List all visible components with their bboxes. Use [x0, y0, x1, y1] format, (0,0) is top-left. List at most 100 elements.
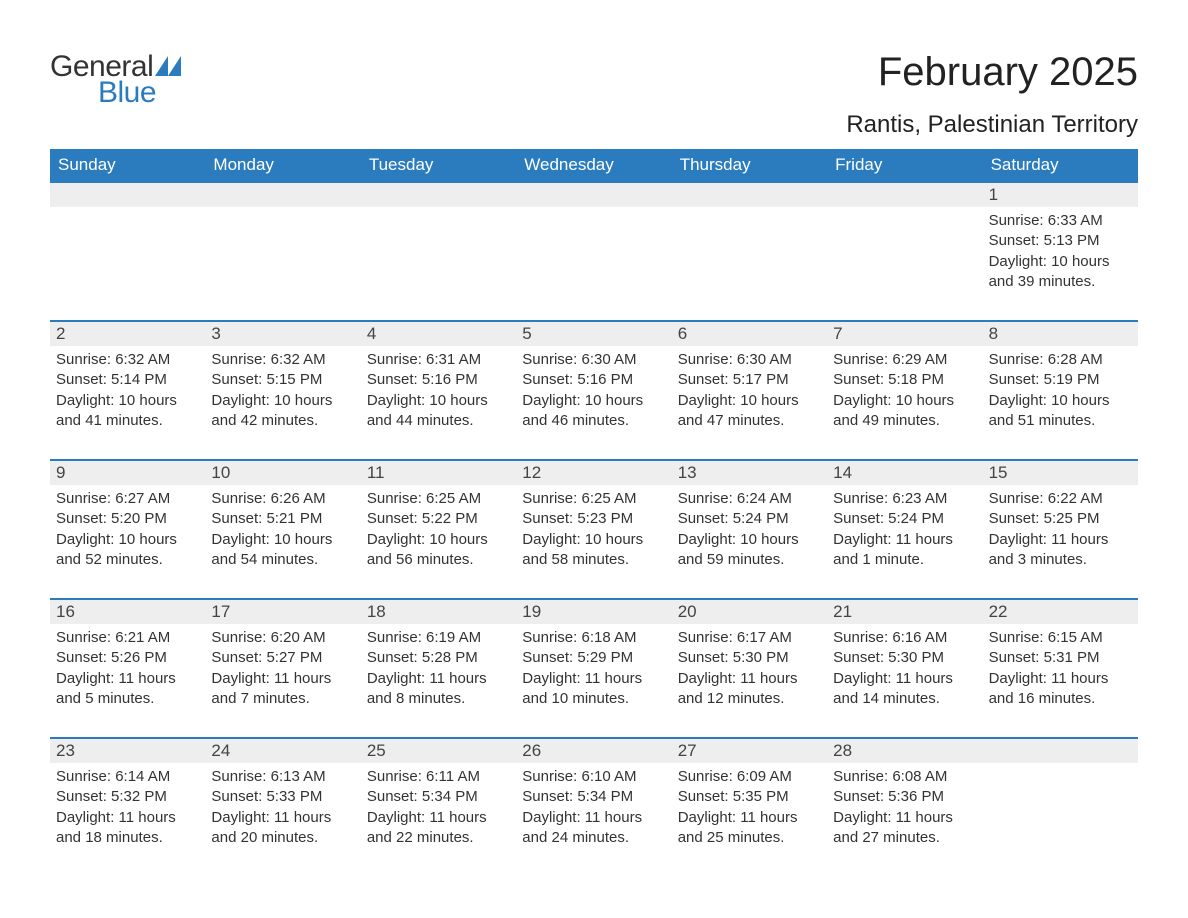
daylight-text: Daylight: 10 hours and 56 minutes.: [367, 530, 510, 571]
daylight-text: Daylight: 10 hours and 52 minutes.: [56, 530, 199, 571]
daylight-text: Daylight: 11 hours and 24 minutes.: [522, 808, 665, 849]
daylight-text: Daylight: 10 hours and 51 minutes.: [989, 391, 1132, 432]
day-body: Sunrise: 6:25 AMSunset: 5:22 PMDaylight:…: [361, 485, 516, 598]
day-body: [672, 207, 827, 320]
daylight-text: Daylight: 10 hours and 41 minutes.: [56, 391, 199, 432]
sunset-text: Sunset: 5:31 PM: [989, 648, 1132, 668]
day-number: 1: [983, 181, 1138, 207]
sunset-text: Sunset: 5:29 PM: [522, 648, 665, 668]
day-number: 7: [827, 320, 982, 346]
sunset-text: Sunset: 5:34 PM: [522, 787, 665, 807]
day-number: [983, 737, 1138, 763]
daylight-text: Daylight: 11 hours and 25 minutes.: [678, 808, 821, 849]
day-number: [827, 181, 982, 207]
sunrise-text: Sunrise: 6:32 AM: [211, 350, 354, 370]
day-body: [361, 207, 516, 320]
sunset-text: Sunset: 5:24 PM: [833, 509, 976, 529]
day-body: [827, 207, 982, 320]
day-body: Sunrise: 6:20 AMSunset: 5:27 PMDaylight:…: [205, 624, 360, 737]
days-of-week-row: Sunday Monday Tuesday Wednesday Thursday…: [50, 149, 1138, 181]
day-number: 6: [672, 320, 827, 346]
week-body-row: Sunrise: 6:21 AMSunset: 5:26 PMDaylight:…: [50, 624, 1138, 737]
daylight-text: Daylight: 11 hours and 16 minutes.: [989, 669, 1132, 710]
sunrise-text: Sunrise: 6:18 AM: [522, 628, 665, 648]
day-body: Sunrise: 6:27 AMSunset: 5:20 PMDaylight:…: [50, 485, 205, 598]
sunrise-text: Sunrise: 6:31 AM: [367, 350, 510, 370]
sunset-text: Sunset: 5:23 PM: [522, 509, 665, 529]
day-number: 19: [516, 598, 671, 624]
day-number: [205, 181, 360, 207]
sunset-text: Sunset: 5:15 PM: [211, 370, 354, 390]
day-body: Sunrise: 6:14 AMSunset: 5:32 PMDaylight:…: [50, 763, 205, 876]
sunset-text: Sunset: 5:32 PM: [56, 787, 199, 807]
sunrise-text: Sunrise: 6:14 AM: [56, 767, 199, 787]
day-number: 22: [983, 598, 1138, 624]
sunset-text: Sunset: 5:17 PM: [678, 370, 821, 390]
day-number: 12: [516, 459, 671, 485]
daylight-text: Daylight: 10 hours and 39 minutes.: [989, 252, 1132, 293]
day-number: 25: [361, 737, 516, 763]
sunset-text: Sunset: 5:19 PM: [989, 370, 1132, 390]
week-body-row: Sunrise: 6:32 AMSunset: 5:14 PMDaylight:…: [50, 346, 1138, 459]
daylight-text: Daylight: 11 hours and 3 minutes.: [989, 530, 1132, 571]
sunrise-text: Sunrise: 6:16 AM: [833, 628, 976, 648]
day-number: 21: [827, 598, 982, 624]
sunset-text: Sunset: 5:14 PM: [56, 370, 199, 390]
header: General Blue February 2025 Rantis, Pales…: [50, 50, 1138, 139]
day-body: Sunrise: 6:30 AMSunset: 5:16 PMDaylight:…: [516, 346, 671, 459]
day-number: 15: [983, 459, 1138, 485]
dow-tuesday: Tuesday: [361, 149, 516, 181]
sunrise-text: Sunrise: 6:10 AM: [522, 767, 665, 787]
sunrise-text: Sunrise: 6:33 AM: [989, 211, 1132, 231]
day-body: Sunrise: 6:32 AMSunset: 5:14 PMDaylight:…: [50, 346, 205, 459]
sunset-text: Sunset: 5:22 PM: [367, 509, 510, 529]
sunset-text: Sunset: 5:18 PM: [833, 370, 976, 390]
day-body: Sunrise: 6:30 AMSunset: 5:17 PMDaylight:…: [672, 346, 827, 459]
sunrise-text: Sunrise: 6:29 AM: [833, 350, 976, 370]
daylight-text: Daylight: 11 hours and 7 minutes.: [211, 669, 354, 710]
day-body: [983, 763, 1138, 876]
week-body-row: Sunrise: 6:33 AMSunset: 5:13 PMDaylight:…: [50, 207, 1138, 320]
day-body: Sunrise: 6:31 AMSunset: 5:16 PMDaylight:…: [361, 346, 516, 459]
day-number: 8: [983, 320, 1138, 346]
day-number: 5: [516, 320, 671, 346]
sunrise-text: Sunrise: 6:30 AM: [522, 350, 665, 370]
sunrise-text: Sunrise: 6:09 AM: [678, 767, 821, 787]
day-body: Sunrise: 6:29 AMSunset: 5:18 PMDaylight:…: [827, 346, 982, 459]
logo: General Blue: [50, 50, 181, 110]
daylight-text: Daylight: 11 hours and 22 minutes.: [367, 808, 510, 849]
day-body: Sunrise: 6:23 AMSunset: 5:24 PMDaylight:…: [827, 485, 982, 598]
sunset-text: Sunset: 5:30 PM: [833, 648, 976, 668]
sunset-text: Sunset: 5:16 PM: [367, 370, 510, 390]
sunset-text: Sunset: 5:16 PM: [522, 370, 665, 390]
day-body: Sunrise: 6:17 AMSunset: 5:30 PMDaylight:…: [672, 624, 827, 737]
daylight-text: Daylight: 11 hours and 20 minutes.: [211, 808, 354, 849]
sunrise-text: Sunrise: 6:22 AM: [989, 489, 1132, 509]
sunset-text: Sunset: 5:30 PM: [678, 648, 821, 668]
dow-wednesday: Wednesday: [516, 149, 671, 181]
sunset-text: Sunset: 5:24 PM: [678, 509, 821, 529]
day-number: 2: [50, 320, 205, 346]
title-block: February 2025 Rantis, Palestinian Territ…: [846, 50, 1138, 139]
daylight-text: Daylight: 10 hours and 54 minutes.: [211, 530, 354, 571]
sunrise-text: Sunrise: 6:24 AM: [678, 489, 821, 509]
sunrise-text: Sunrise: 6:15 AM: [989, 628, 1132, 648]
day-number: 10: [205, 459, 360, 485]
day-number: [50, 181, 205, 207]
sunrise-text: Sunrise: 6:32 AM: [56, 350, 199, 370]
day-number: 27: [672, 737, 827, 763]
sunset-text: Sunset: 5:34 PM: [367, 787, 510, 807]
daylight-text: Daylight: 10 hours and 42 minutes.: [211, 391, 354, 432]
daylight-text: Daylight: 11 hours and 10 minutes.: [522, 669, 665, 710]
daylight-text: Daylight: 11 hours and 18 minutes.: [56, 808, 199, 849]
day-body: Sunrise: 6:24 AMSunset: 5:24 PMDaylight:…: [672, 485, 827, 598]
sunrise-text: Sunrise: 6:11 AM: [367, 767, 510, 787]
day-body: Sunrise: 6:15 AMSunset: 5:31 PMDaylight:…: [983, 624, 1138, 737]
day-body: Sunrise: 6:33 AMSunset: 5:13 PMDaylight:…: [983, 207, 1138, 320]
day-number: [672, 181, 827, 207]
daylight-text: Daylight: 11 hours and 27 minutes.: [833, 808, 976, 849]
sunset-text: Sunset: 5:25 PM: [989, 509, 1132, 529]
sunset-text: Sunset: 5:35 PM: [678, 787, 821, 807]
sunset-text: Sunset: 5:26 PM: [56, 648, 199, 668]
day-number: 20: [672, 598, 827, 624]
